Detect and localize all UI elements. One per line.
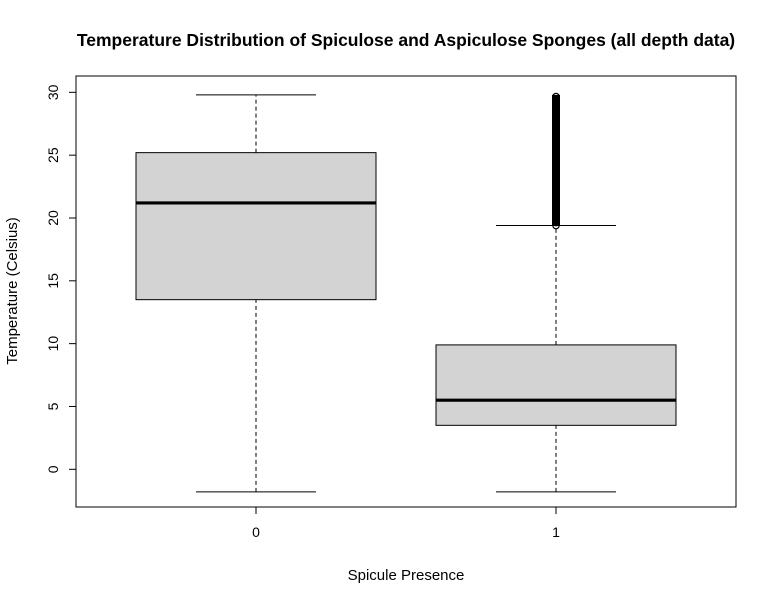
y-tick-label-1: 5 bbox=[45, 402, 61, 410]
x-tick-label-1: 1 bbox=[552, 524, 560, 540]
y-tick-label-5: 25 bbox=[45, 147, 61, 163]
x-axis-label: Spicule Presence bbox=[348, 567, 465, 584]
x-tick-label-0: 0 bbox=[252, 524, 260, 540]
outliers-1 bbox=[552, 92, 560, 230]
y-axis-label: Temperature (Celsius) bbox=[4, 217, 21, 365]
boxes-group bbox=[135, 92, 677, 493]
box-1 bbox=[435, 92, 677, 493]
outlier-point-1-43 bbox=[552, 92, 560, 101]
y-tick-label-4: 20 bbox=[45, 210, 61, 226]
chart-title: Temperature Distribution of Spiculose an… bbox=[77, 30, 735, 50]
y-axis: 0 5 10 15 20 25 30 bbox=[45, 84, 77, 473]
y-tick-label-2: 10 bbox=[45, 336, 61, 352]
y-tick-label-6: 30 bbox=[45, 84, 61, 100]
y-tick-label-3: 15 bbox=[45, 273, 61, 289]
box-0 bbox=[135, 94, 377, 493]
outlier-point-1-42 bbox=[552, 95, 560, 104]
y-tick-label-0: 0 bbox=[45, 465, 61, 473]
box-body-1 bbox=[435, 344, 677, 426]
box-body-0 bbox=[135, 152, 377, 301]
